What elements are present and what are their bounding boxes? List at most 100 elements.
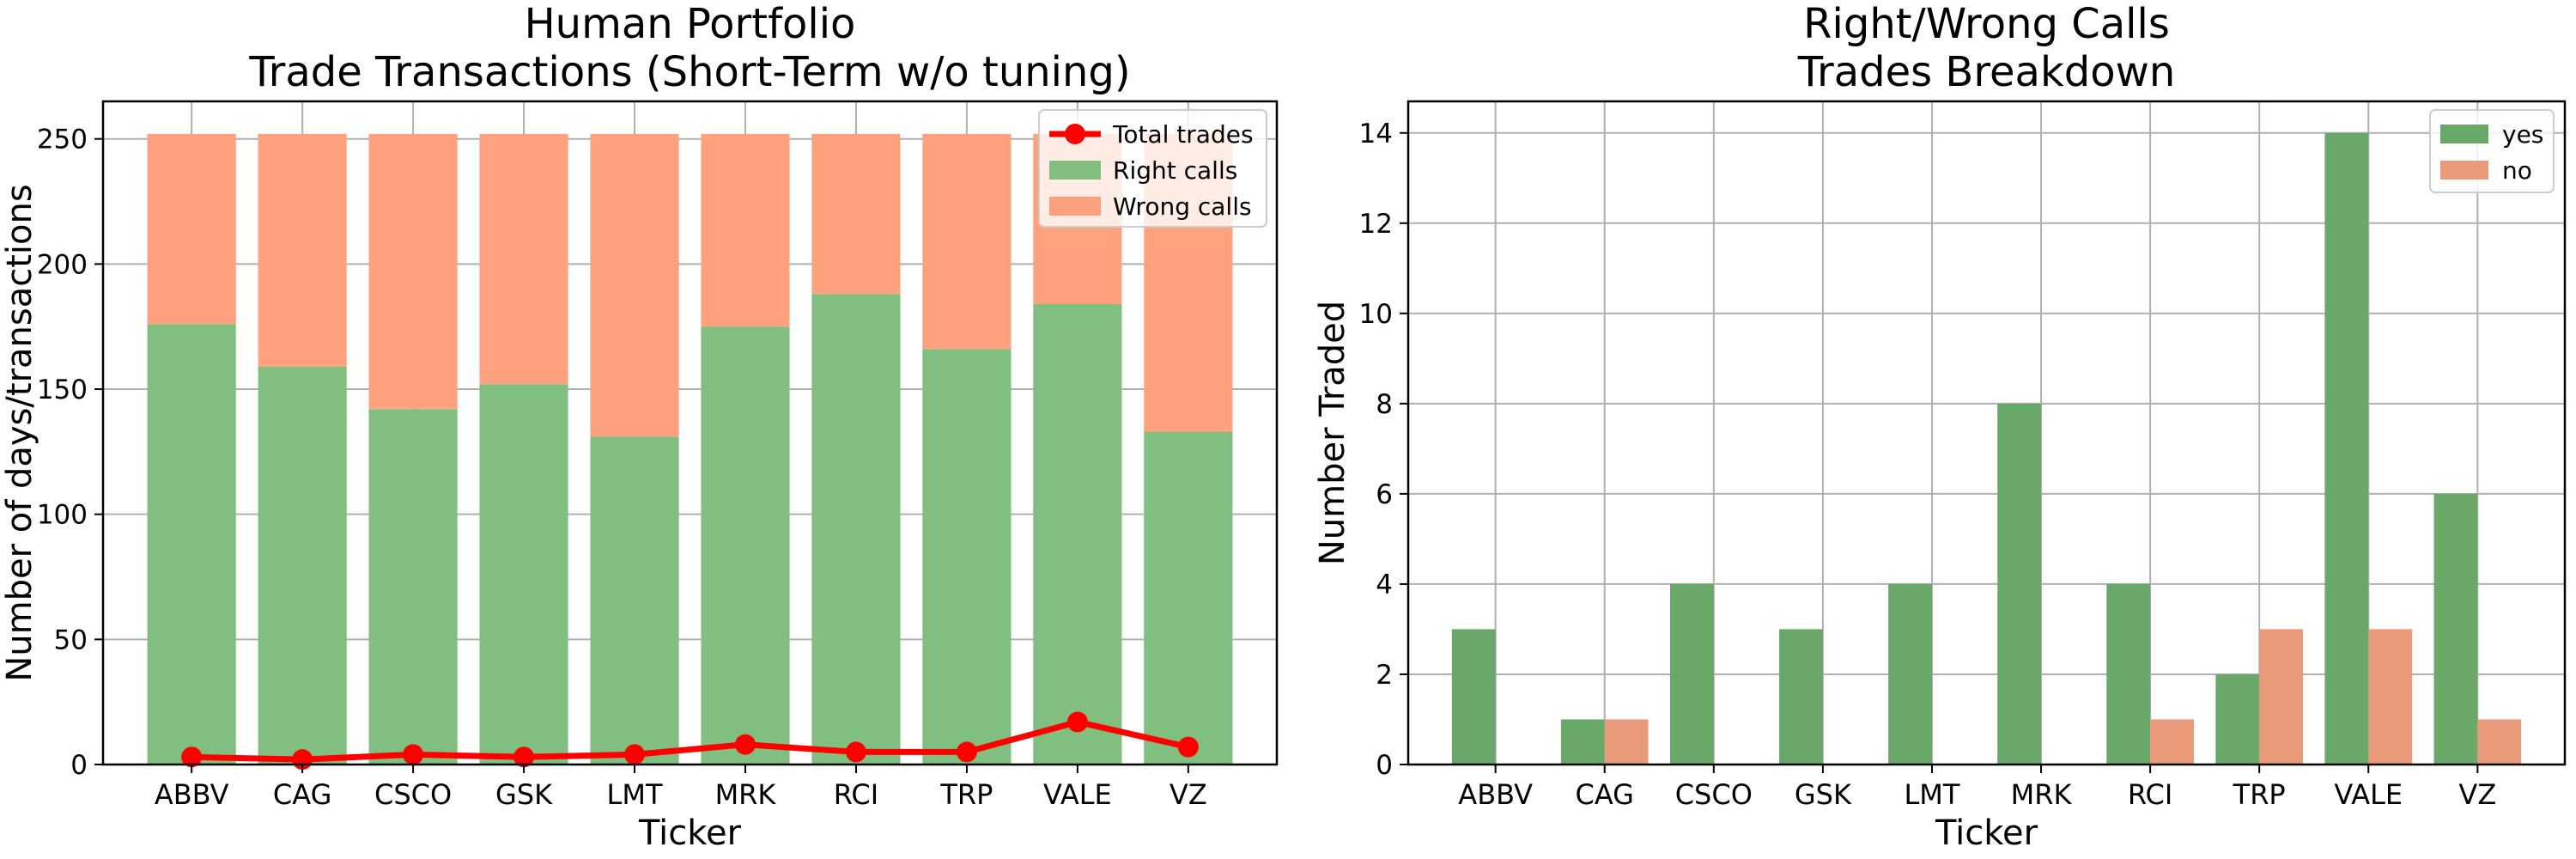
y-tick-label: 6 bbox=[1376, 479, 1393, 510]
bar-right-calls bbox=[479, 384, 568, 765]
total-trades-point bbox=[845, 741, 866, 763]
bar-wrong-calls bbox=[258, 133, 347, 367]
bar-wrong-calls bbox=[368, 133, 458, 410]
bar-yes bbox=[2433, 493, 2478, 765]
bar-right-calls bbox=[1033, 303, 1122, 765]
y-tick-label: 100 bbox=[37, 500, 88, 531]
x-tick-label: ABBV bbox=[155, 778, 229, 811]
x-tick-label: LMT bbox=[1904, 778, 1959, 811]
y-tick-label: 250 bbox=[37, 125, 88, 155]
bar-yes bbox=[1888, 583, 1932, 765]
chart-title-line: Trade Transactions (Short-Term w/o tunin… bbox=[248, 48, 1130, 96]
bar-wrong-calls bbox=[590, 133, 679, 437]
bar-no bbox=[2368, 629, 2413, 765]
total-trades-point bbox=[1177, 736, 1199, 758]
x-tick-label: VZ bbox=[2458, 778, 2496, 811]
total-trades-point bbox=[181, 746, 203, 768]
bar-right-calls bbox=[922, 349, 1012, 765]
bar-yes bbox=[2324, 132, 2369, 765]
bar-no bbox=[2477, 719, 2522, 765]
bar-wrong-calls bbox=[922, 133, 1012, 350]
bar-right-calls bbox=[590, 436, 679, 765]
y-tick-label: 10 bbox=[1359, 299, 1393, 330]
x-axis-label: Ticker bbox=[1935, 813, 2038, 853]
chart-title-line: Right/Wrong Calls bbox=[1803, 0, 2170, 48]
left-chart: 0 50 100 150 200 250 ABBV CAG CSCO GSK LMT MRK RCI TR… bbox=[0, 0, 1279, 853]
x-tick-label: CSCO bbox=[374, 778, 452, 811]
y-tick-label: 14 bbox=[1359, 119, 1393, 149]
x-tick-label: VALE bbox=[1043, 778, 1112, 811]
y-tick-label: 2 bbox=[1376, 660, 1393, 691]
legend-label: Total trades bbox=[1112, 120, 1254, 149]
x-tick-label: LMT bbox=[607, 778, 663, 811]
total-trades-point bbox=[956, 741, 977, 763]
y-tick-label: 50 bbox=[54, 624, 88, 655]
plot-frame bbox=[101, 100, 1279, 766]
total-trades-point bbox=[734, 734, 756, 755]
x-tick-label: GSK bbox=[1795, 778, 1852, 811]
bar-right-calls bbox=[147, 324, 236, 765]
x-tick-label: TRP bbox=[2233, 778, 2286, 811]
legend-label: Wrong calls bbox=[1113, 192, 1252, 221]
chart-title-line: Human Portfolio bbox=[525, 0, 856, 48]
legend-label: yes bbox=[2502, 120, 2543, 149]
bar-wrong-calls bbox=[479, 133, 568, 385]
y-tick-label: 0 bbox=[70, 750, 88, 781]
legend-swatch bbox=[1049, 197, 1101, 216]
bar-yes bbox=[1669, 583, 1714, 765]
y-tick-label: 12 bbox=[1359, 209, 1393, 240]
legend-swatch bbox=[2440, 125, 2488, 143]
bar-yes bbox=[1997, 403, 2042, 765]
legend-label: Right calls bbox=[1113, 156, 1237, 185]
total-trades-point bbox=[513, 746, 535, 768]
right-chart: 0 2 4 6 8 10 12 14 ABBV CAG CSCO GSK LMT MRK RCI TRP VAL… bbox=[1313, 0, 2567, 853]
bar-right-calls bbox=[368, 409, 458, 765]
bar-yes bbox=[1779, 629, 1823, 765]
chart-title-line: Trades Breakdown bbox=[1797, 48, 2176, 96]
x-tick-label: CAG bbox=[1576, 778, 1634, 811]
x-axis-label: Ticker bbox=[638, 813, 742, 853]
bar-right-calls bbox=[701, 326, 790, 765]
y-tick-label: 200 bbox=[37, 249, 88, 280]
total-trades-point bbox=[403, 744, 424, 765]
x-tick-label: VZ bbox=[1170, 778, 1207, 811]
bar-right-calls bbox=[258, 366, 347, 765]
x-tick-label: RCI bbox=[834, 778, 878, 811]
bar-yes bbox=[1560, 719, 1605, 765]
x-tick-label: GSK bbox=[495, 778, 553, 811]
bar-right-calls bbox=[811, 294, 901, 765]
x-tick-label: CAG bbox=[273, 778, 331, 811]
x-tick-label: RCI bbox=[2128, 778, 2172, 811]
bar-wrong-calls bbox=[701, 133, 790, 327]
bar-wrong-calls bbox=[147, 133, 236, 325]
bar-right-calls bbox=[1144, 431, 1233, 765]
y-axis-label: Number of days/transactions bbox=[0, 184, 39, 681]
bar-yes bbox=[2106, 583, 2151, 765]
y-tick-label: 150 bbox=[37, 375, 88, 405]
y-tick-label: 8 bbox=[1376, 389, 1393, 420]
x-tick-label: TRP bbox=[939, 778, 993, 811]
y-axis-label: Number Traded bbox=[1313, 301, 1352, 565]
total-trades-point bbox=[1066, 711, 1088, 733]
bar-yes bbox=[1451, 629, 1496, 765]
x-tick-label: ABBV bbox=[1458, 778, 1533, 811]
x-tick-label: MRK bbox=[2011, 778, 2073, 811]
total-trades-line bbox=[191, 718, 1189, 763]
bar-no bbox=[1604, 719, 1649, 765]
legend-label: no bbox=[2502, 156, 2532, 185]
x-tick-label: VALE bbox=[2334, 778, 2403, 811]
bar-yes bbox=[2215, 673, 2260, 765]
bar-wrong-calls bbox=[811, 133, 901, 295]
bar-no bbox=[2259, 629, 2304, 765]
total-trades-point bbox=[624, 744, 646, 765]
y-tick-label: 4 bbox=[1376, 570, 1393, 600]
legend-swatch bbox=[2440, 161, 2488, 180]
legend-swatch bbox=[1049, 161, 1101, 180]
legend-marker-swatch bbox=[1065, 124, 1085, 144]
bar-no bbox=[2150, 719, 2194, 765]
x-tick-label: MRK bbox=[715, 778, 777, 811]
x-tick-label: CSCO bbox=[1675, 778, 1753, 811]
y-tick-label: 0 bbox=[1376, 750, 1393, 781]
plot-frame bbox=[1406, 100, 2567, 766]
